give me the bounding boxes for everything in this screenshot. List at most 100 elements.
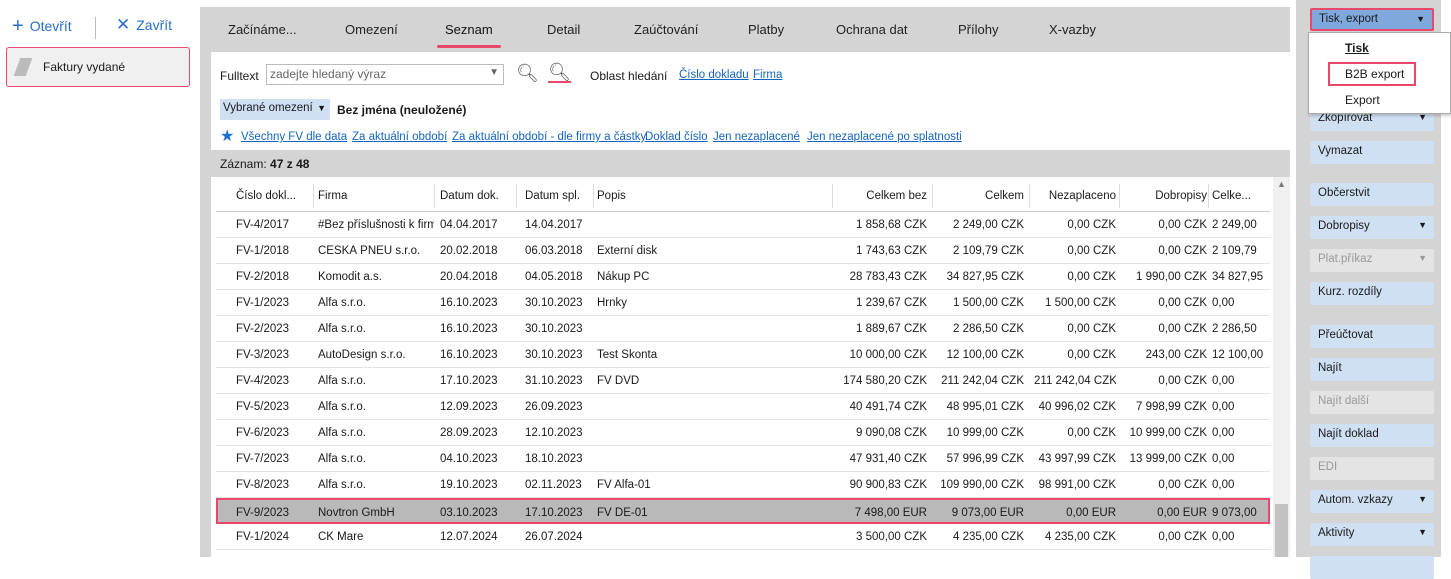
column-separator[interactable] [832, 184, 833, 208]
action-button[interactable]: Plat.příkaz ▼ [1310, 249, 1434, 272]
plus-icon: + [12, 15, 24, 37]
table-row[interactable]: FV-4/2017 #Bez příslušnosti k firmě 04.04.… [216, 212, 1270, 238]
tab-platby[interactable]: Platby [748, 22, 785, 37]
table-row[interactable]: FV-8/2023 Alfa s.r.o. 19.10.2023 02.11.2023… [216, 472, 1270, 498]
table-row[interactable]: FV-3/2023 AutoDesign s.r.o. 16.10.2023 30.1… [216, 342, 1270, 368]
column-header[interactable]: Popis [597, 190, 626, 202]
table-cell: 2 249,00 CZK [953, 219, 1024, 231]
action-button[interactable]: Dobropisy ▼ [1310, 216, 1434, 239]
table-cell: 0,00 CZK [1067, 349, 1116, 361]
column-header[interactable]: Nezaplaceno [1048, 190, 1116, 202]
search-advanced-icon[interactable]: 🔍︎ [548, 62, 571, 83]
table-cell: 1 500,00 CZK [1045, 297, 1116, 309]
quick-link[interactable]: Jen nezaplacené po splatnosti [807, 131, 962, 143]
quick-link[interactable]: Za aktuální období - dle firmy a částky [452, 131, 647, 143]
action-label: Aktivity [1318, 527, 1355, 539]
chevron-down-icon[interactable]: ▼ [489, 67, 499, 78]
table-cell: AutoDesign s.r.o. [318, 349, 406, 361]
table-row[interactable]: FV-7/2023 Alfa s.r.o. 04.10.2023 18.10.2023… [216, 446, 1270, 472]
chevron-down-icon: ▼ [1418, 112, 1427, 122]
tab-seznam[interactable]: Seznam [437, 22, 501, 48]
tab-omezeni[interactable]: Omezení [345, 22, 398, 37]
column-header[interactable]: Celkem [985, 190, 1024, 202]
column-header[interactable]: Celke... [1212, 190, 1251, 202]
restriction-value: Bez jména (neuložené) [337, 103, 467, 117]
column-header[interactable]: Číslo dokl... [236, 190, 297, 202]
restriction-dropdown[interactable]: Vybrané omezení ▼ [220, 99, 330, 120]
action-label: Plat.příkaz [1318, 253, 1373, 265]
area-link-cislo-dokladu[interactable]: Číslo dokladu [679, 69, 749, 81]
table-cell: 34 827,95 [1212, 271, 1264, 283]
column-header[interactable]: Datum spl. [525, 190, 580, 202]
column-separator[interactable] [932, 184, 933, 208]
action-button[interactable]: Občerstvit [1310, 183, 1434, 206]
column-separator[interactable] [516, 184, 517, 208]
column-separator[interactable] [434, 184, 435, 208]
quick-link[interactable]: Doklad číslo [645, 131, 708, 143]
action-button[interactable]: Vymazat [1310, 141, 1434, 164]
record-total: 48 [296, 157, 310, 171]
search-icon[interactable]: 🔍︎ [516, 63, 539, 83]
table-cell: 0,00 [1212, 427, 1235, 439]
table-cell: 0,00 CZK [1158, 245, 1207, 257]
tab-ochrana-dat[interactable]: Ochrana dat [836, 22, 908, 37]
star-icon[interactable]: ★ [220, 128, 235, 145]
quick-link[interactable]: Všechny FV dle data [241, 131, 348, 143]
action-button[interactable]: Najít další [1310, 391, 1434, 414]
tab-zaciname[interactable]: Začínáme... [228, 22, 297, 37]
table-row[interactable]: FV-1/2024 CK Mare 12.07.2024 26.07.2024 3 50… [216, 524, 1270, 550]
column-header[interactable]: Celkem bez [866, 190, 927, 202]
table-row[interactable]: FV-2/2018 Komodit a.s. 20.04.2018 04.05.201… [216, 264, 1270, 290]
table-row[interactable]: FV-5/2023 Alfa s.r.o. 12.09.2023 26.09.2023… [216, 394, 1270, 420]
action-button[interactable]: Autom. vzkazy ▼ [1310, 490, 1434, 513]
table-cell: 0,00 CZK [1158, 219, 1207, 231]
menu-item-tisk[interactable]: Tisk [1345, 41, 1369, 55]
action-button[interactable] [1310, 556, 1434, 579]
quick-link[interactable]: Za aktuální období [352, 131, 448, 143]
column-header[interactable]: Datum dok. [440, 190, 499, 202]
tab-detail[interactable]: Detail [547, 22, 581, 37]
column-separator[interactable] [1029, 184, 1030, 208]
scroll-up-icon[interactable]: ▲ [1277, 179, 1286, 189]
column-separator[interactable] [313, 184, 314, 208]
tab-prilohy[interactable]: Přílohy [958, 22, 999, 37]
action-button[interactable]: Najít [1310, 358, 1434, 381]
close-button[interactable]: ✕ Zavřít [116, 16, 172, 33]
action-button[interactable]: EDI [1310, 457, 1434, 480]
sidebar-item-faktury-vydane[interactable]: Faktury vydané [6, 47, 190, 87]
table-cell: Alfa s.r.o. [318, 427, 366, 439]
action-button[interactable]: Kurz. rozdíly [1310, 282, 1434, 305]
table-row[interactable]: FV-1/2018 ČESKÁ PNEU s.r.o. 20.02.2018 06.0… [216, 238, 1270, 264]
menu-item-b2b-export[interactable]: B2B export [1345, 67, 1405, 81]
table-cell: Externí disk [597, 245, 658, 257]
table-row[interactable]: FV-1/2023 Alfa s.r.o. 16.10.2023 30.10.2023… [216, 290, 1270, 316]
table-cell: 7 998,99 CZK [1136, 401, 1207, 413]
vertical-scrollbar[interactable]: ▲ [1273, 177, 1290, 557]
print-export-button[interactable]: Tisk, export ▼ [1310, 8, 1434, 31]
tab-zauctovani[interactable]: Zaúčtování [634, 22, 699, 37]
table-row[interactable]: FV-2/2023 Alfa s.r.o. 16.10.2023 30.10.2023… [216, 316, 1270, 342]
column-separator[interactable] [593, 184, 594, 208]
table-row[interactable]: FV-4/2023 Alfa s.r.o. 17.10.2023 31.10.2023… [216, 368, 1270, 394]
action-button[interactable]: Přeúčtovat [1310, 325, 1434, 348]
table-cell: 1 889,67 CZK [856, 323, 927, 335]
column-separator[interactable] [1119, 184, 1120, 208]
table-cell: 13 999,00 CZK [1129, 453, 1207, 465]
open-button[interactable]: + Otevřít [12, 16, 72, 36]
table-row[interactable]: FV-9/2023 Novtron GmbH 03.10.2023 17.10.202… [216, 498, 1270, 524]
area-link-firma[interactable]: Firma [753, 69, 783, 81]
menu-item-export[interactable]: Export [1345, 93, 1380, 107]
open-label: Otevřít [29, 18, 72, 34]
column-header[interactable]: Firma [318, 190, 348, 202]
action-button[interactable]: Najít doklad [1310, 424, 1434, 447]
table-row[interactable]: FV-6/2023 Alfa s.r.o. 28.09.2023 12.10.2023… [216, 420, 1270, 446]
quick-link[interactable]: Jen nezaplacené [713, 131, 800, 143]
action-button[interactable]: Aktivity ▼ [1310, 523, 1434, 546]
scroll-thumb[interactable] [1275, 504, 1288, 557]
table-cell: 12 100,00 CZK [946, 349, 1024, 361]
tab-x-vazby[interactable]: X-vazby [1049, 22, 1096, 37]
column-header[interactable]: Dobropisy [1155, 190, 1207, 202]
table-cell: FV-6/2023 [236, 427, 290, 439]
fulltext-input[interactable]: zadejte hledaný výraz ▼ [266, 64, 504, 85]
column-separator[interactable] [1208, 184, 1209, 208]
